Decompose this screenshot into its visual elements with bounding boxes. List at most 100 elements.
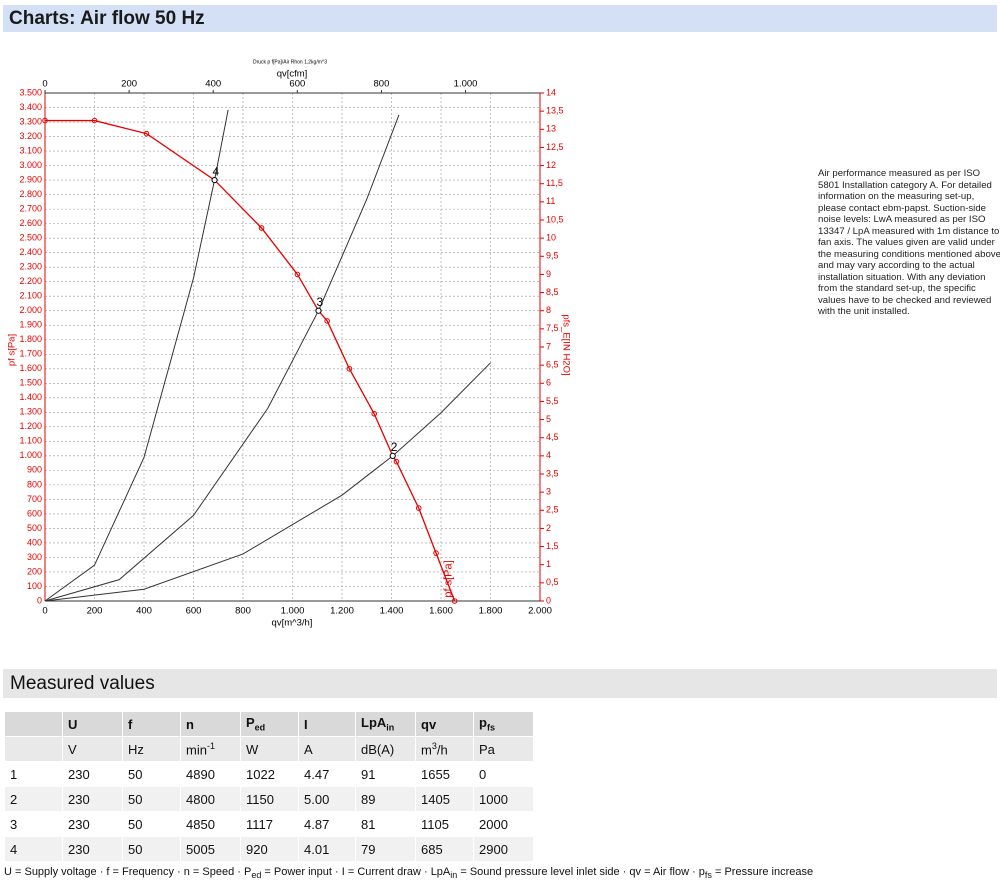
table-cell: dB(A) [355,736,416,762]
y-tick-label: 600 [27,508,42,518]
y2-tick-label: 5 [546,414,551,424]
y2-tick-label: 3 [546,487,551,497]
table-cell: Ped [240,711,299,737]
y2-tick-label: 11,5 [546,178,563,188]
curve-marker [346,365,353,372]
y2-tick-label: 8,5 [546,287,559,297]
y-tick-label: 400 [27,537,42,547]
x-tick-label: 1.200 [330,606,354,617]
curve-marker [324,318,330,324]
operating-point-label: 4 [213,164,220,178]
table-cell: 1117 [240,811,299,837]
footer-sub: ed [251,870,262,881]
cell-text: I [304,716,308,732]
table-row: 4 230 50 5005 920 4.01 79 685 2900 [4,836,534,862]
table-cell: 50 [122,836,181,862]
table-cell: 5.00 [298,786,356,812]
y-tick-label: 700 [27,494,42,504]
chart-title: Druck p f[Pa]/Air Rhon 1,2kg/m^3 [253,59,327,65]
x2-tick-label: 0 [42,79,47,90]
y2-tick-label: 1 [546,559,551,569]
table-cell: Pa [473,736,534,762]
curve-marker [451,598,458,604]
y-tick-label: 1.100 [19,436,42,446]
footer-text: = Sound pressure level inlet side · qv =… [457,866,705,878]
y2-tick-label: 0 [546,595,551,605]
table-cell: V [62,736,123,762]
y-tick-label: 2.400 [19,247,42,257]
cell-text: p [479,715,487,731]
curve [45,119,456,602]
cell-text: P [246,715,255,731]
table-cell: qv [415,711,474,737]
curve-label: pf s[Pa] [443,560,455,597]
y2-tick-label: 10 [546,233,556,243]
curve [44,114,400,602]
y-tick-label: 1.500 [19,378,42,388]
table-cell [4,736,63,762]
operating-point-label: 3 [316,295,323,309]
x-tick-label: 1.800 [479,606,503,617]
x-axis-label: qv[m^3/h] [272,618,313,629]
table-cell: 4.01 [298,836,356,862]
footer-text: = Pressure increase [711,866,814,878]
table-cell: m3/h [415,736,474,762]
y-tick-label: 1.900 [19,320,42,330]
cell-text: W [246,741,259,757]
curve-marker [42,117,48,124]
x-tick-label: 800 [235,606,251,617]
y2-tick-label: 3,5 [546,468,559,478]
table-cell: 4850 [180,811,241,837]
y-tick-label: 1.600 [19,363,42,373]
cell-text: min [186,742,207,758]
curve-marker [258,225,265,231]
cell-text: A [304,741,313,757]
table-cell: 50 [122,761,181,787]
x2-tick-label: 200 [121,79,137,90]
y-tick-label: 2.200 [19,276,42,286]
table-cell: 91 [355,761,416,787]
y-tick-label: 2.800 [19,189,42,199]
y2-tick-label: 14 [546,87,556,97]
table-cell: 0 [473,761,534,787]
cell-text: U [68,716,78,732]
y-tick-label: 200 [27,566,42,576]
cell-sub: ed [254,722,266,733]
table-cell: 4.87 [298,811,356,837]
y-tick-label: 2.100 [19,291,42,301]
curve-marker [143,130,150,137]
x-tick-label: 0 [42,606,47,617]
y2-tick-label: 2,5 [546,505,559,515]
table-cell: 1150 [240,786,299,812]
table-cell: 2 [4,786,63,812]
y2-tick-label: 9 [546,269,551,279]
table-cell: 3 [4,811,63,837]
footer-text: = Power input · I = Current draw · LpA [261,866,451,878]
table-cell: n [180,711,241,737]
footer-sub: fs [704,870,712,881]
table-cell: 4890 [180,761,241,787]
table-cell: 2000 [473,811,534,837]
x2-axis-label: qv[cfm] [277,69,308,80]
y-tick-label: 2.700 [19,203,42,213]
footer-text: U = Supply voltage · f = Frequency · n =… [4,866,252,878]
x-tick-label: 2.000 [528,606,552,617]
y-tick-label: 3.500 [19,87,42,97]
table-cell: 230 [62,786,123,812]
y-tick-label: 2.500 [19,233,42,243]
curve [44,109,229,602]
table-cell: 50 [122,811,181,837]
operating-point [315,307,322,314]
y-tick-label: 100 [27,581,42,591]
y-axis-label: pf s[Pa] [7,334,18,366]
cell-text: dB(A) [361,741,395,757]
y-tick-label: 3.000 [19,160,42,170]
y2-tick-label: 4 [546,450,551,460]
y-tick-label: 1.300 [19,407,42,417]
section-title: Measured values [3,669,997,698]
curve-marker [415,505,422,511]
cell-text: n [186,716,194,732]
y2-tick-label: 7,5 [546,323,559,333]
